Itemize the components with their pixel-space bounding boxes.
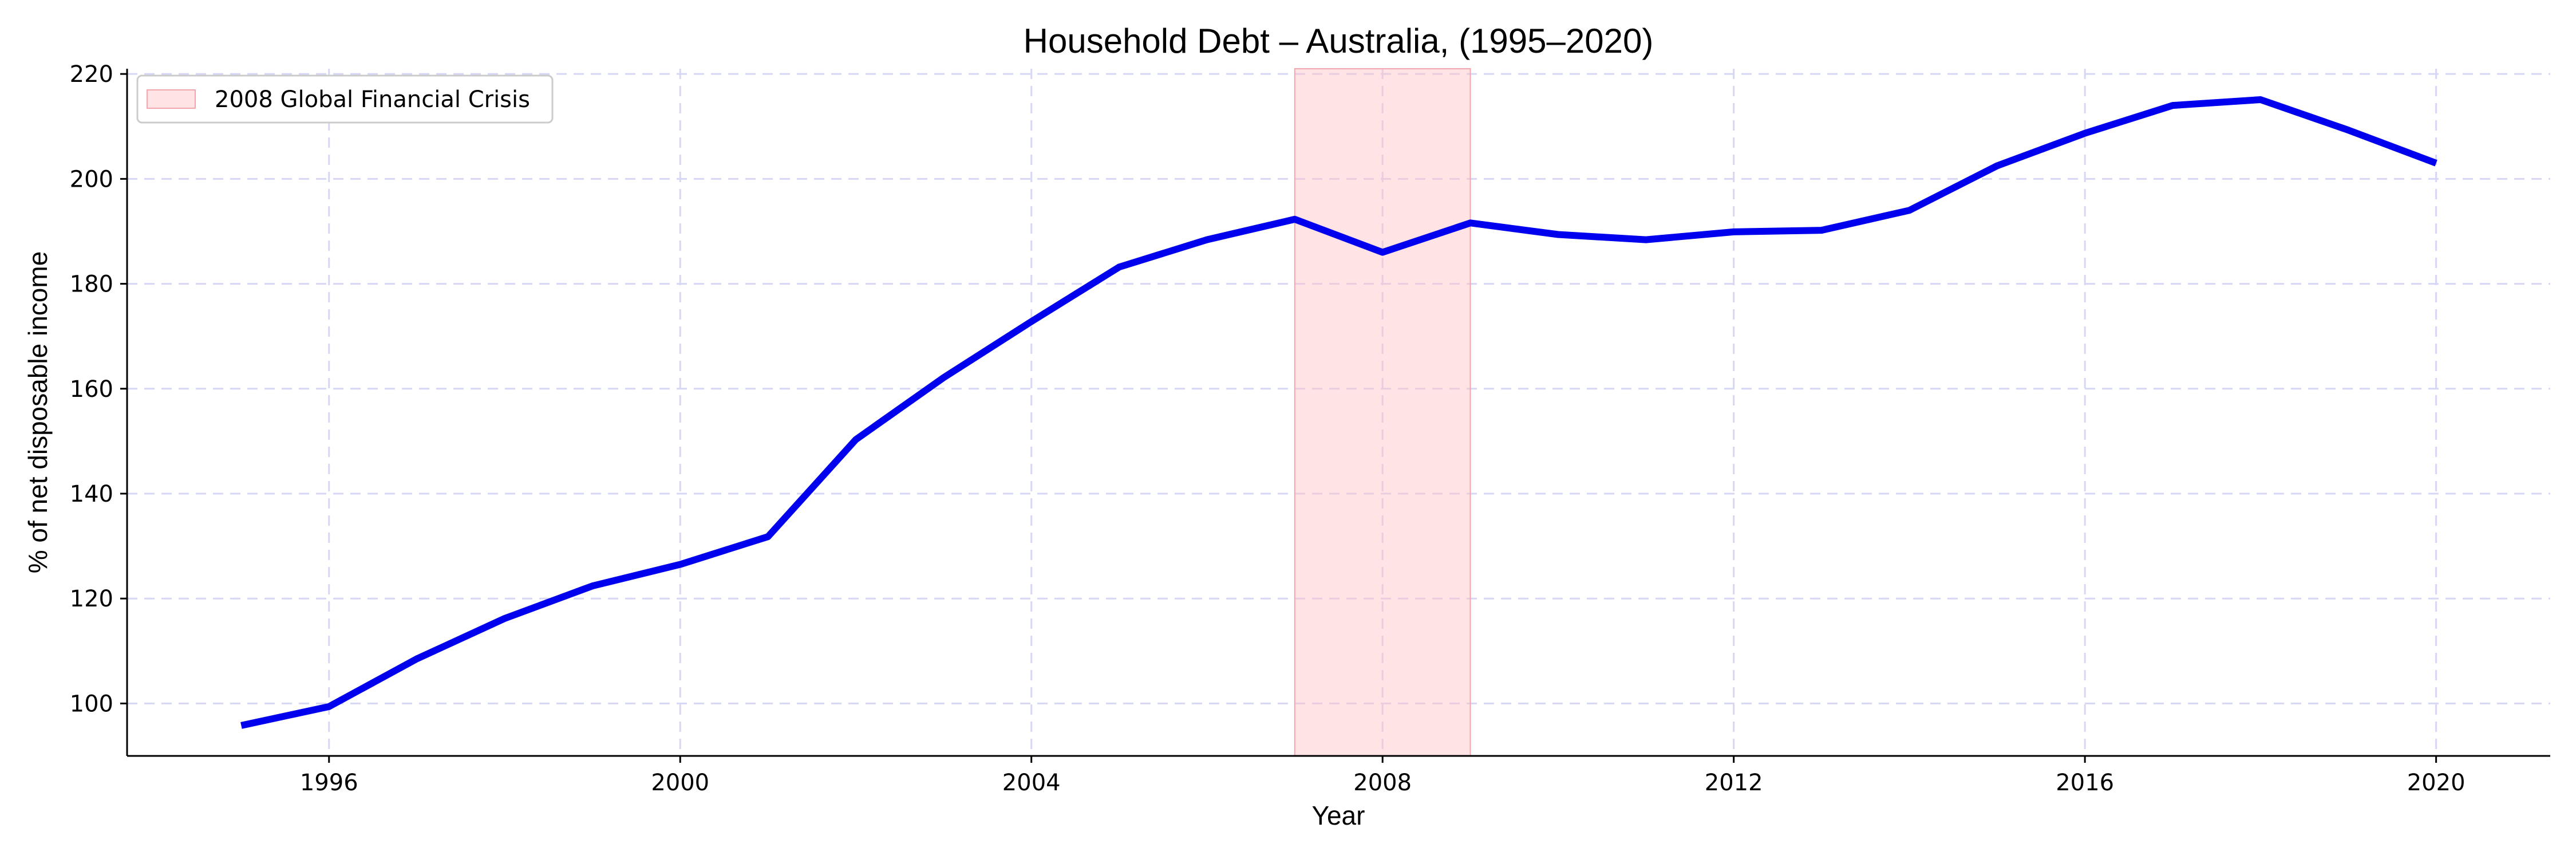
y-tick-label: 180 [70, 271, 113, 298]
y-tick-label: 160 [70, 376, 113, 403]
x-tick-label: 1996 [300, 770, 358, 796]
x-tick-label: 2008 [1353, 770, 1412, 796]
legend-label: 2008 Global Financial Crisis [215, 86, 530, 113]
x-tick-label: 2004 [1002, 770, 1061, 796]
y-tick-label: 120 [70, 586, 113, 612]
y-tick-label: 200 [70, 166, 113, 192]
shaded-region [1294, 68, 1471, 756]
legend-swatch [147, 89, 196, 109]
tick-layer: 1996 2000 2004 2008 2012 2016 2020 100 120 140 160… [70, 61, 2466, 796]
x-tick-label: 2016 [2056, 770, 2114, 796]
axis-layer [126, 69, 2550, 757]
legend-frame [136, 74, 554, 124]
x-tick-label: 2000 [651, 770, 709, 796]
y-tick-label: 100 [70, 691, 113, 717]
shaded-region-layer [1294, 68, 1471, 756]
y-tick-label: 220 [70, 61, 113, 88]
y-tick-label: 140 [70, 481, 113, 507]
legend: 2008 Global Financial Crisis [136, 74, 554, 124]
series-line [240, 96, 2437, 729]
grid-layer [127, 69, 2550, 756]
x-tick-label: 2020 [2407, 770, 2466, 796]
x-axis-label: Year [1312, 801, 1365, 830]
chart-title: Household Debt – Australia, (1995–2020) [1024, 22, 1654, 60]
y-axis-label: % of net disposable income [23, 251, 53, 574]
x-tick-label: 2012 [1705, 770, 1763, 796]
series-line-layer [240, 96, 2437, 729]
